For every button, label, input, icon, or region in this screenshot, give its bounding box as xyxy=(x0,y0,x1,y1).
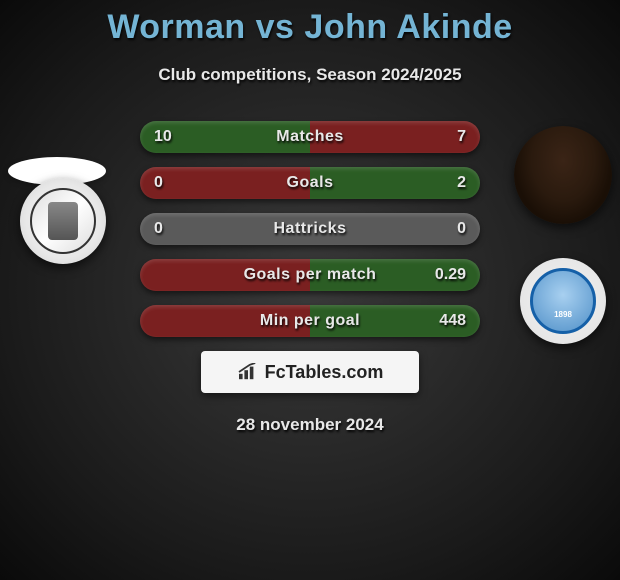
stat-row: 10 Matches 7 xyxy=(140,121,480,153)
branding-text: FcTables.com xyxy=(265,362,384,383)
stat-right-value: 7 xyxy=(457,128,466,146)
stat-row: Goals per match 0.29 xyxy=(140,259,480,291)
branding-badge[interactable]: FcTables.com xyxy=(201,351,419,393)
stat-left-value: 10 xyxy=(154,128,172,146)
stat-left-value: 0 xyxy=(154,174,163,192)
club-right-badge xyxy=(520,258,606,344)
stat-label: Min per goal xyxy=(260,312,360,330)
stat-right-value: 2 xyxy=(457,174,466,192)
player-right-avatar xyxy=(514,126,612,224)
stat-label: Goals xyxy=(287,174,334,192)
stat-label: Matches xyxy=(276,128,344,146)
stats-table: 10 Matches 7 0 Goals 2 0 Hattricks 0 Goals per ma… xyxy=(140,121,480,337)
stat-right-value: 0 xyxy=(457,220,466,238)
club-left-badge xyxy=(20,178,106,264)
page-title: Worman vs John Akinde xyxy=(0,0,620,47)
stat-left-value: 0 xyxy=(154,220,163,238)
stat-label: Hattricks xyxy=(274,220,347,238)
date-label: 28 november 2024 xyxy=(0,415,620,435)
chart-icon xyxy=(237,363,259,381)
stat-row: Min per goal 448 xyxy=(140,305,480,337)
stat-right-value: 0.29 xyxy=(435,266,466,284)
stat-row: 0 Hattricks 0 xyxy=(140,213,480,245)
stat-right-value: 448 xyxy=(439,312,466,330)
subtitle: Club competitions, Season 2024/2025 xyxy=(0,65,620,85)
stat-row: 0 Goals 2 xyxy=(140,167,480,199)
stat-label: Goals per match xyxy=(244,266,377,284)
